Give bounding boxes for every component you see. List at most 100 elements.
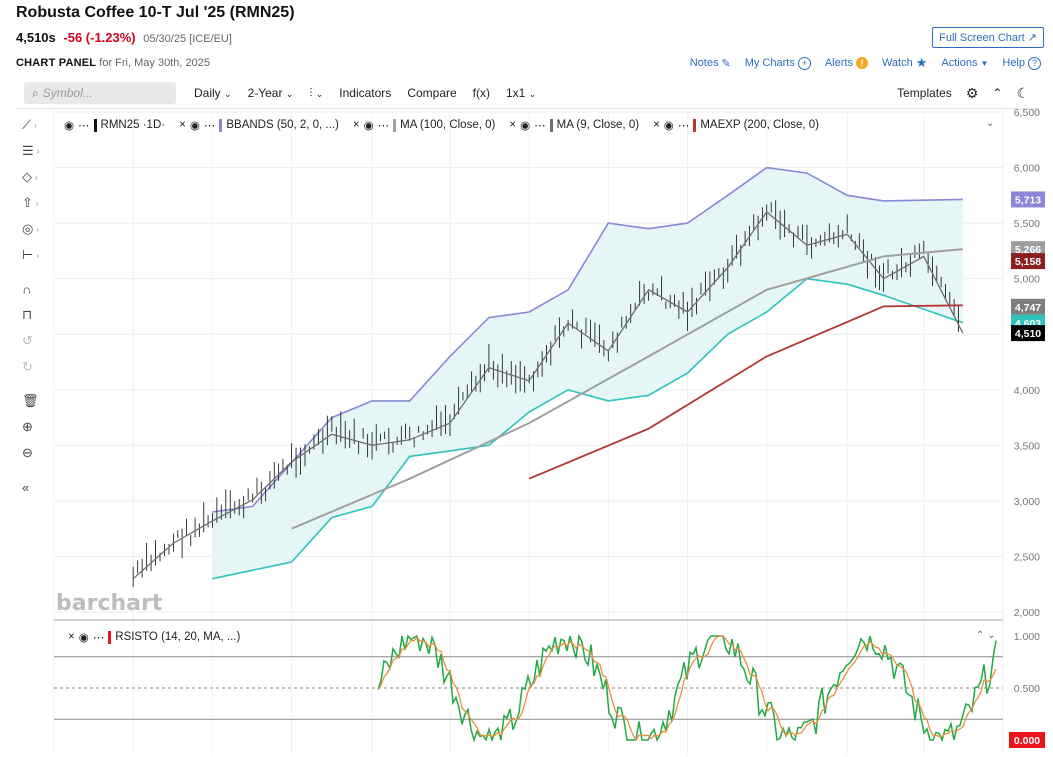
more-icon: ⋯ bbox=[534, 120, 546, 132]
collapse-up-icon[interactable]: ⌃ bbox=[992, 86, 1003, 100]
price-change: -56 (-1.23%) bbox=[63, 30, 136, 45]
y-tick-label: 6,000 bbox=[1014, 163, 1040, 175]
drawing-tools: ⟋ › ☰ › ◇ › ⇧ › ◎ › ⊢ › ∩ ⊓ ↺ ↻ 🗑 ⊕ ⊖ « bbox=[22, 112, 52, 500]
collapse-left-icon[interactable]: « bbox=[22, 479, 30, 495]
chevron-down-icon: ⌄ bbox=[285, 89, 294, 99]
line-tool-icon[interactable]: ⟋ › bbox=[22, 117, 37, 132]
fx-button[interactable]: f(x) bbox=[472, 86, 490, 100]
full-screen-chart-button[interactable]: Full Screen Chart ↗ bbox=[932, 27, 1044, 48]
y-tick-label: 6,500 bbox=[1014, 107, 1040, 119]
gear-icon[interactable]: ⚙ bbox=[965, 84, 979, 101]
ma100-line bbox=[291, 248, 963, 530]
y-tick-label: 2,000 bbox=[1014, 607, 1040, 619]
symbol-search[interactable]: ⌕ Symbol... bbox=[24, 82, 176, 104]
moon-icon[interactable]: ☾ bbox=[1016, 84, 1029, 101]
alerts-link[interactable]: Alerts! bbox=[825, 57, 868, 69]
zoom-out-icon[interactable]: ⊖ bbox=[22, 445, 33, 460]
last-price: 4,510s bbox=[16, 30, 56, 45]
legend-collapse-icon[interactable]: ⌄ bbox=[986, 118, 995, 129]
arrow-tool-icon[interactable]: ⇧ › bbox=[22, 195, 39, 210]
lock-icon[interactable]: ⊓ bbox=[22, 307, 33, 322]
chevron-down-icon: ⌄ bbox=[315, 88, 324, 99]
value-tag-label: 5,158 bbox=[1015, 256, 1041, 268]
bbands-lower-line bbox=[212, 277, 964, 580]
grid-lines bbox=[53, 111, 1004, 755]
notes-link[interactable]: Notes ✎ bbox=[690, 57, 731, 70]
y-tick-label: 3,000 bbox=[1014, 496, 1040, 508]
panel-date: for Fri, May 30th, 2025 bbox=[99, 57, 210, 69]
value-tag-label: 4,747 bbox=[1015, 302, 1041, 314]
circle-tool-icon[interactable]: ◎ › bbox=[22, 221, 40, 236]
legend-symbol[interactable]: ◉ ⋯ RMN25 ·1D· bbox=[64, 118, 165, 132]
candlestick-icon: ⫶ bbox=[309, 85, 313, 100]
value-tag bbox=[1011, 298, 1045, 315]
pencil-icon: ✎ bbox=[721, 57, 731, 70]
more-icon: ⋯ bbox=[92, 632, 105, 644]
legend-swatch bbox=[549, 118, 553, 132]
zoom-in-icon[interactable]: ⊕ bbox=[22, 419, 33, 434]
legend-bbands[interactable]: × ◉ ⋯ BBANDS (50, 2, 0, ...) bbox=[179, 118, 339, 132]
question-icon: ? bbox=[1028, 56, 1041, 70]
legend-ma100[interactable]: × ◉ ⋯ MA (100, Close, 0) bbox=[352, 118, 495, 132]
alert-icon: ! bbox=[855, 57, 868, 69]
eye-icon: ◉ bbox=[64, 120, 75, 132]
search-icon: ⌕ bbox=[32, 85, 39, 100]
more-icon: ⋯ bbox=[377, 120, 390, 132]
indicators-button[interactable]: Indicators bbox=[339, 86, 392, 100]
y-tick-label: 2,500 bbox=[1014, 551, 1040, 563]
redo-icon[interactable]: ↻ bbox=[22, 359, 33, 374]
legend-symbol-label: RMN25 ·1D· bbox=[100, 119, 166, 131]
actions-label: Actions bbox=[941, 57, 978, 69]
y-tick-label: 5,500 bbox=[1014, 218, 1040, 230]
close-icon: × bbox=[653, 119, 660, 131]
measure-tool-icon[interactable]: ⊢ › bbox=[22, 247, 39, 262]
legend-swatch bbox=[219, 118, 223, 132]
eye-icon: ◉ bbox=[520, 120, 531, 132]
legend-rsisto-label: RSISTO (14, 20, MA, ...) bbox=[115, 631, 241, 643]
top-links: Notes ✎ My Charts + Alerts! Watch ★ Actions… bbox=[690, 55, 1041, 71]
legend-ma9[interactable]: × ◉ ⋯ MA (9, Close, 0) bbox=[509, 118, 639, 132]
y-tick-label: 3,500 bbox=[1014, 440, 1040, 452]
legend-ma9-label: MA (9, Close, 0) bbox=[556, 119, 640, 131]
close-icon: × bbox=[68, 631, 75, 643]
watch-link[interactable]: Watch ★ bbox=[882, 55, 927, 71]
fib-tool-icon[interactable]: ☰ › bbox=[22, 143, 40, 158]
chart-panel-label: CHART PANEL for Fri, May 30th, 2025 bbox=[16, 57, 210, 69]
magnet-icon[interactable]: ∩ bbox=[22, 281, 32, 297]
range-dropdown[interactable]: 2-Year ⌄ bbox=[248, 86, 294, 100]
rsisto-d-line bbox=[377, 635, 997, 742]
y-tick-label: 5,000 bbox=[1014, 274, 1040, 286]
shape-tool-icon[interactable]: ◇ › bbox=[22, 169, 38, 184]
watch-label: Watch bbox=[881, 57, 913, 69]
pane-arrows-icon[interactable]: ⌃ ⌄ bbox=[976, 630, 996, 641]
chevron-down-icon: ⌄ bbox=[224, 89, 232, 99]
rsisto-pane: 0.500 1.000 0.000 bbox=[54, 619, 1045, 748]
chevron-down-icon: ⌄ bbox=[528, 89, 537, 99]
rsisto-legend[interactable]: × ◉ ⋯ RSISTO (14, 20, MA, ...) bbox=[68, 630, 240, 644]
help-link[interactable]: Help? bbox=[1002, 56, 1041, 70]
undo-icon[interactable]: ↺ bbox=[22, 333, 33, 348]
osc-latest-label: 0.000 bbox=[1014, 735, 1040, 747]
full-screen-label: Full Screen Chart bbox=[939, 32, 1025, 44]
layout-dropdown[interactable]: 1x1 ⌄ bbox=[506, 86, 536, 100]
legend-swatch bbox=[693, 118, 697, 132]
trash-icon[interactable]: 🗑 bbox=[22, 393, 39, 408]
value-tag bbox=[1011, 253, 1045, 270]
compare-button[interactable]: Compare bbox=[407, 86, 457, 100]
quote-line: 4,510s -56 (-1.23%) 05/30/25 [ICE/EU] bbox=[16, 30, 232, 45]
close-icon: × bbox=[352, 119, 360, 131]
period-dropdown[interactable]: Daily ⌄ bbox=[194, 86, 232, 100]
expand-arrow-icon: ↗ bbox=[1027, 32, 1037, 44]
chart-type-dropdown[interactable]: ⫶ ⌄ bbox=[309, 86, 323, 101]
notes-label: Notes bbox=[689, 57, 719, 69]
chart-title: Robusta Coffee 10-T Jul '25 (RMN25) bbox=[16, 4, 295, 21]
actions-menu[interactable]: Actions ▼ bbox=[941, 57, 988, 69]
my-charts-link[interactable]: My Charts + bbox=[745, 56, 811, 70]
templates-button[interactable]: Templates bbox=[897, 86, 952, 100]
range-label: 2-Year bbox=[247, 86, 283, 100]
bbands-upper-line bbox=[212, 166, 963, 513]
legend-maexp[interactable]: × ◉ ⋯ MAEXP (200, Close, 0) bbox=[653, 118, 819, 132]
close-icon: × bbox=[179, 119, 186, 131]
layout-label: 1x1 bbox=[506, 86, 526, 100]
